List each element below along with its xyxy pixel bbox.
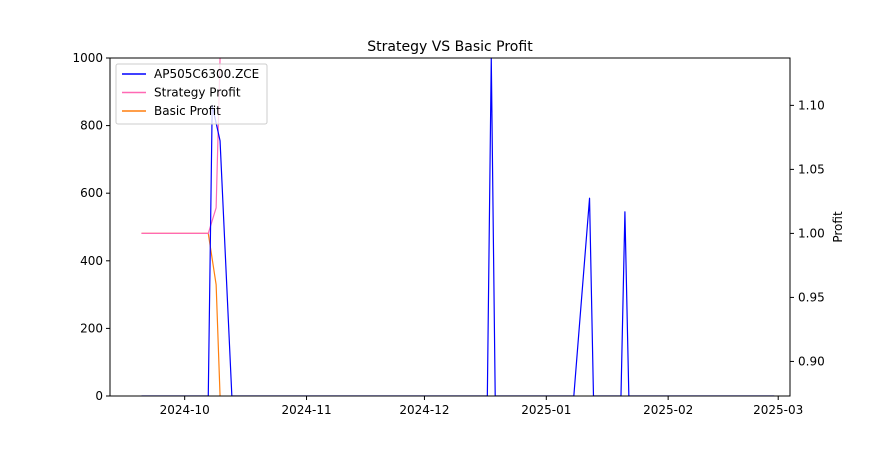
x-tick-label: 2025-01	[521, 403, 571, 417]
legend: AP505C6300.ZCE Strategy Profit Basic Profi…	[115, 63, 268, 125]
x-tick-label: 2025-03	[753, 403, 803, 417]
legend-label-ap505c6300-zce: AP505C6300.ZCE	[154, 67, 259, 81]
y2-tick-label: 1.10	[798, 98, 825, 112]
y-axis-right: 0.90 0.95 1.00 1.05 1.10	[790, 98, 825, 368]
y2-tick-label: 0.95	[798, 290, 825, 304]
y-axis-left: 0 200 400 600 800 1000	[72, 51, 110, 403]
y2-tick-label: 1.05	[798, 162, 825, 176]
y-tick-label: 800	[80, 119, 103, 133]
legend-label-basic-profit: Basic Profit	[154, 104, 221, 118]
y-tick-label: 0	[95, 389, 103, 403]
plot-frame	[109, 57, 791, 397]
legend-label-strategy-profit: Strategy Profit	[154, 86, 241, 100]
y-tick-label: 600	[80, 186, 103, 200]
y-tick-label: 400	[80, 254, 103, 268]
y2-tick-label: 1.00	[798, 226, 825, 240]
x-tick-label: 2024-12	[399, 403, 449, 417]
chart-title: Strategy VS Basic Profit	[367, 39, 533, 55]
x-tick-label: 2024-11	[281, 403, 331, 417]
x-axis: 2024-10 2024-11 2024-12 2025-01 2025-02 2025-…	[160, 396, 803, 417]
y-tick-label: 1000	[72, 51, 103, 65]
x-tick-label: 2025-02	[643, 403, 693, 417]
y-tick-label: 200	[80, 321, 103, 335]
y2-tick-label: 0.90	[798, 354, 825, 368]
legend-frame	[115, 63, 268, 125]
y2-axis-label: Profit	[831, 211, 845, 243]
x-tick-label: 2024-10	[160, 403, 210, 417]
